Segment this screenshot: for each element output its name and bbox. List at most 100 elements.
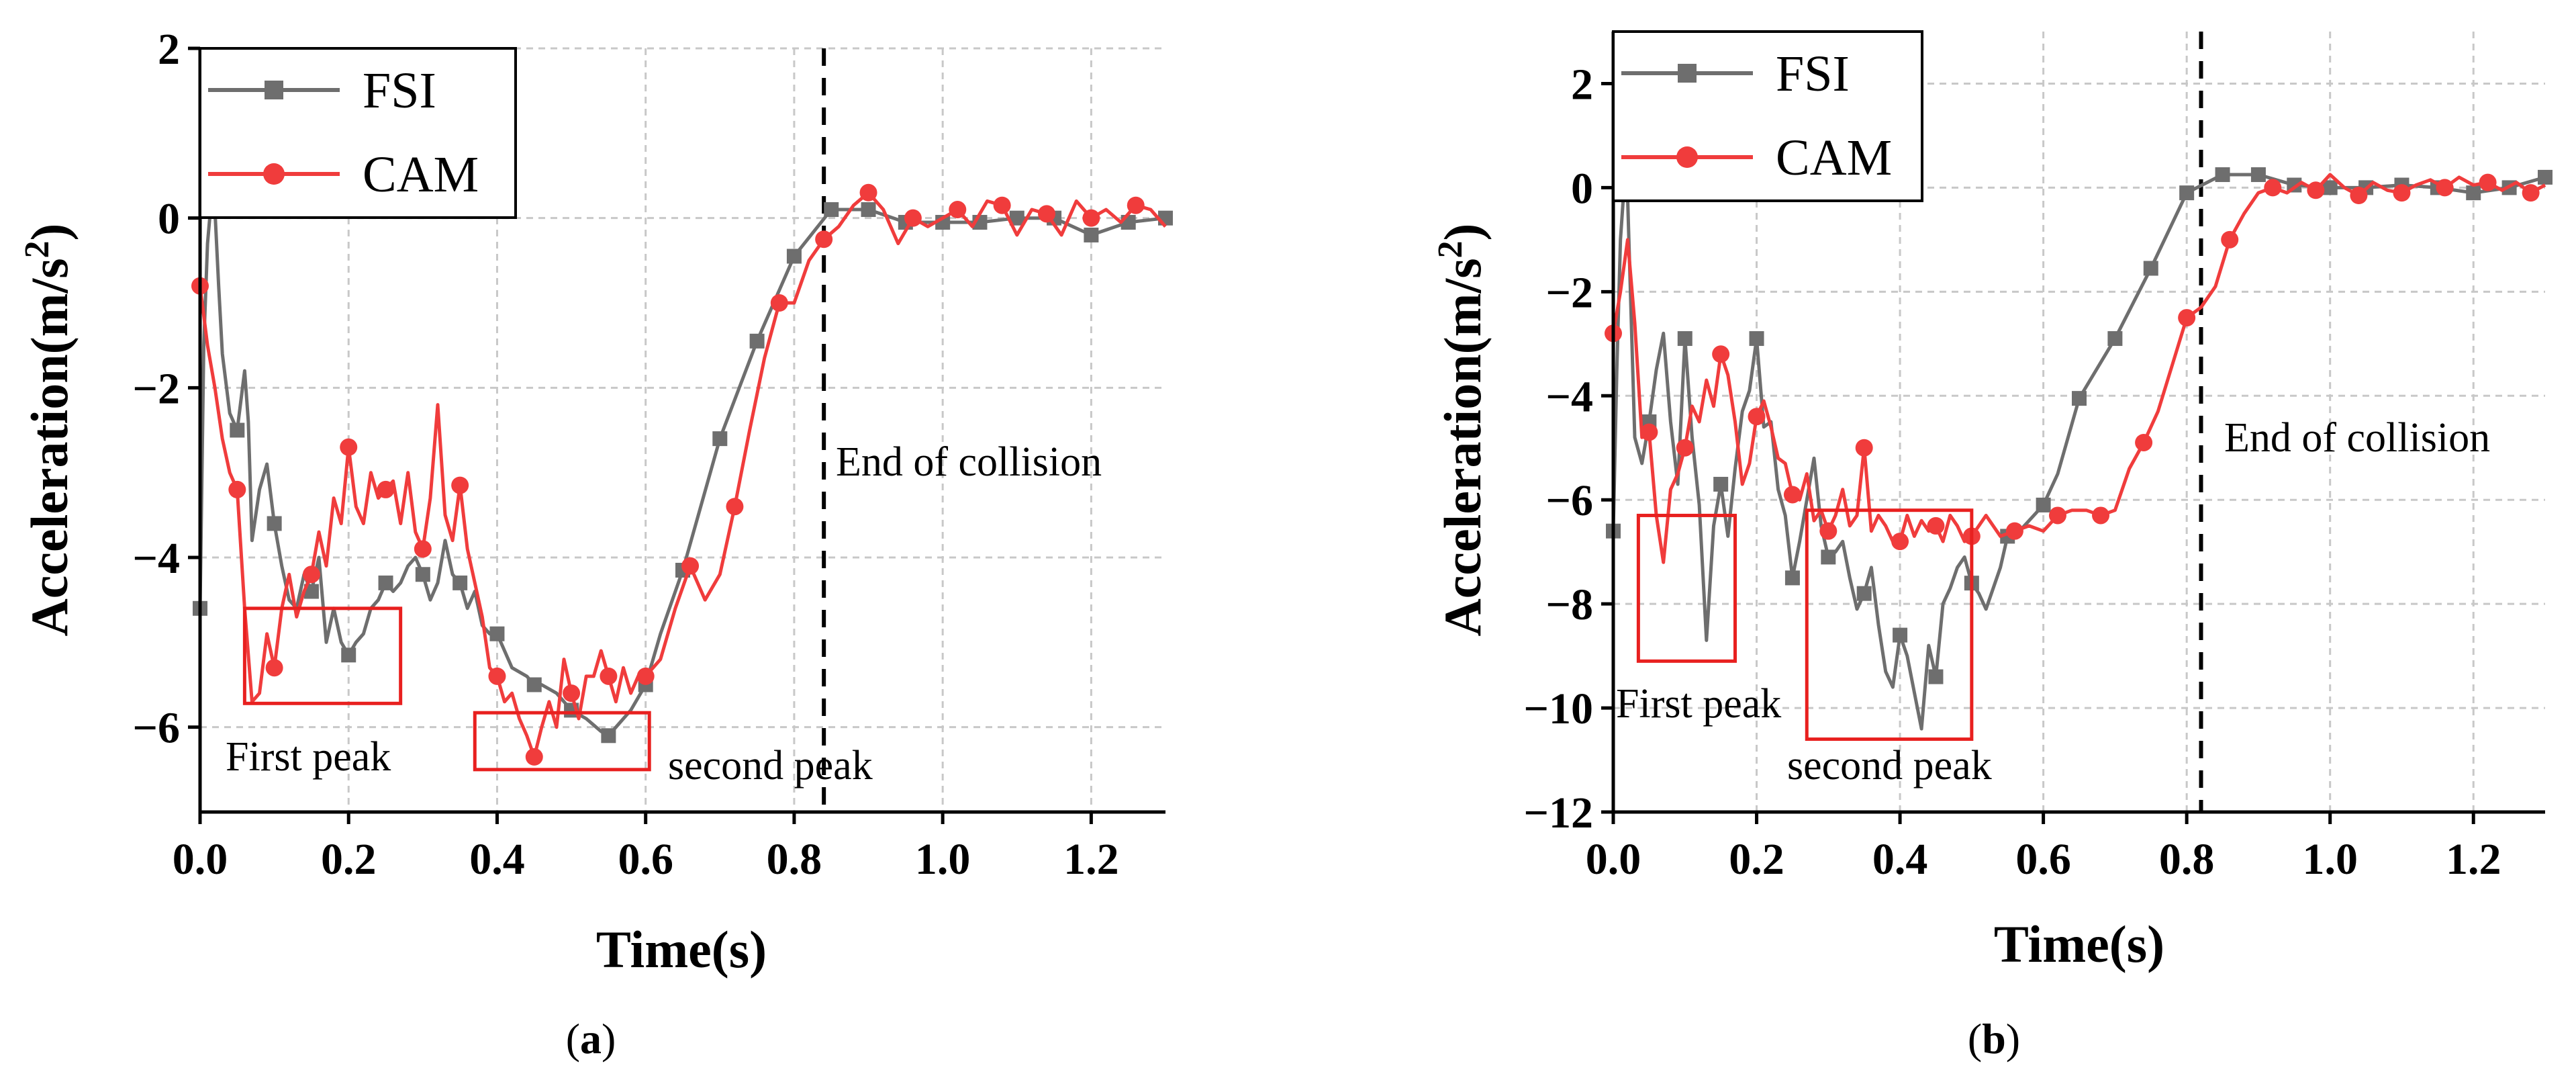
caption-letter: b bbox=[1982, 1015, 2006, 1063]
data-point-fsi bbox=[786, 249, 802, 264]
data-point-cam bbox=[2436, 179, 2454, 197]
x-axis-title: Time(s) bbox=[1994, 915, 2164, 973]
data-point-cam bbox=[1712, 345, 1730, 363]
data-point-cam bbox=[414, 540, 432, 558]
legend-swatch-marker bbox=[1676, 146, 1698, 168]
caption-open: ( bbox=[1968, 1015, 1982, 1063]
data-point-cam bbox=[726, 498, 744, 516]
data-point-fsi bbox=[861, 202, 876, 218]
y-axis-title: Acceleration(m/s2) bbox=[18, 223, 79, 636]
data-point-fsi bbox=[1009, 210, 1024, 226]
legend-label-cam: CAM bbox=[363, 146, 479, 203]
data-point-fsi bbox=[2107, 331, 2123, 347]
legend-label-fsi: FSI bbox=[363, 62, 436, 119]
data-point-cam bbox=[2005, 522, 2023, 540]
data-point-cam bbox=[904, 209, 922, 227]
data-point-fsi bbox=[230, 422, 245, 438]
data-point-cam bbox=[2522, 184, 2540, 202]
x-tick-label: 0.0 bbox=[1586, 835, 1641, 884]
data-point-cam bbox=[2135, 433, 2153, 451]
data-point-fsi bbox=[2538, 169, 2553, 185]
y-axis-title-close: ) bbox=[20, 223, 79, 240]
data-point-cam bbox=[563, 684, 581, 703]
y-axis-title-superscript: 2 bbox=[18, 240, 56, 258]
data-point-cam bbox=[2264, 179, 2282, 197]
data-point-fsi bbox=[1928, 669, 1944, 684]
y-axis-title-main: Acceleration(m/s bbox=[1433, 258, 1492, 636]
data-point-cam bbox=[1640, 423, 1658, 441]
data-point-cam bbox=[993, 196, 1011, 214]
y-tick-label: 0 bbox=[158, 195, 180, 244]
data-point-fsi bbox=[824, 202, 839, 218]
first-peak-label: First peak bbox=[1616, 681, 1781, 727]
data-point-fsi bbox=[1713, 476, 1729, 492]
data-point-fsi bbox=[1120, 214, 1136, 230]
x-tick-label: 0.8 bbox=[2159, 835, 2215, 884]
data-point-fsi bbox=[2179, 185, 2195, 201]
data-point-fsi bbox=[489, 626, 505, 641]
data-point-fsi bbox=[1084, 227, 1099, 242]
data-point-fsi bbox=[341, 647, 356, 663]
y-axis-title-main: Acceleration(m/s bbox=[20, 258, 79, 636]
data-point-cam bbox=[302, 566, 320, 584]
data-point-fsi bbox=[1677, 331, 1692, 347]
data-point-cam bbox=[2393, 184, 2411, 202]
y-tick-label: −6 bbox=[132, 704, 180, 753]
data-point-cam bbox=[2048, 506, 2066, 525]
chart-panel-b: 0.0 0.2 0.4 0.6 0.8 1.0 1.2 2 0 −2 −4 −6 −8 −10 −12 Tim… bbox=[1431, 30, 2553, 1063]
x-tick-label: 0.6 bbox=[618, 835, 673, 884]
data-point-fsi bbox=[2072, 391, 2087, 406]
end-of-collision-label: End of collision bbox=[836, 439, 1102, 485]
data-point-cam bbox=[2221, 230, 2239, 249]
legend-swatch-marker bbox=[1678, 64, 1697, 83]
data-point-fsi bbox=[2466, 185, 2481, 201]
data-point-fsi bbox=[1821, 549, 1836, 565]
series-line-fsi bbox=[1611, 173, 2546, 731]
data-point-cam bbox=[600, 667, 618, 685]
x-tick-label: 0.8 bbox=[767, 835, 822, 884]
data-point-cam bbox=[859, 183, 877, 201]
legend-box bbox=[199, 47, 517, 219]
data-point-cam bbox=[636, 667, 655, 685]
legend-swatch-marker bbox=[263, 163, 285, 185]
y-tick-label: −12 bbox=[1523, 789, 1593, 838]
data-point-cam bbox=[1927, 516, 1945, 535]
x-tick-label: 0.4 bbox=[1872, 835, 1928, 884]
x-tick-label: 1.0 bbox=[2302, 835, 2358, 884]
data-point-cam bbox=[265, 659, 283, 677]
second-peak-box bbox=[1805, 508, 1974, 741]
y-tick-label: −2 bbox=[132, 364, 180, 413]
data-point-fsi bbox=[601, 728, 616, 744]
x-tick-label: 0.2 bbox=[1729, 835, 1784, 884]
y-tick-label: −10 bbox=[1523, 684, 1593, 733]
data-point-cam bbox=[1676, 439, 1694, 457]
y-tick-label: −4 bbox=[1545, 372, 1593, 421]
panel-caption: (a) bbox=[566, 1015, 616, 1063]
data-point-fsi bbox=[2322, 180, 2338, 195]
data-point-cam bbox=[949, 201, 967, 219]
y-tick-label: −2 bbox=[1545, 268, 1593, 317]
x-axis-title: Time(s) bbox=[596, 920, 767, 979]
legend-label-cam: CAM bbox=[1776, 130, 1892, 186]
y-tick-label: 2 bbox=[158, 25, 180, 74]
first-peak-label: First peak bbox=[226, 734, 391, 780]
second-peak-label: second peak bbox=[1787, 743, 1992, 789]
x-tick-label: 0.4 bbox=[469, 835, 525, 884]
series-cam bbox=[1605, 173, 2546, 564]
y-tick-label: −6 bbox=[1545, 476, 1593, 525]
data-point-fsi bbox=[452, 575, 468, 590]
data-point-cam bbox=[2307, 181, 2325, 199]
legend: FSI CAM bbox=[1612, 30, 1923, 202]
data-point-cam bbox=[228, 480, 246, 498]
data-point-cam bbox=[1748, 408, 1766, 426]
panel-caption: (b) bbox=[1968, 1015, 2020, 1063]
data-point-cam bbox=[1127, 196, 1145, 214]
data-point-cam bbox=[2178, 309, 2196, 327]
legend: FSI CAM bbox=[199, 47, 517, 219]
x-tick-label: 1.0 bbox=[915, 835, 971, 884]
series-cam bbox=[191, 183, 1167, 766]
y-tick-label: −4 bbox=[132, 534, 180, 583]
data-point-cam bbox=[2092, 506, 2110, 525]
data-point-fsi bbox=[1856, 586, 1872, 601]
